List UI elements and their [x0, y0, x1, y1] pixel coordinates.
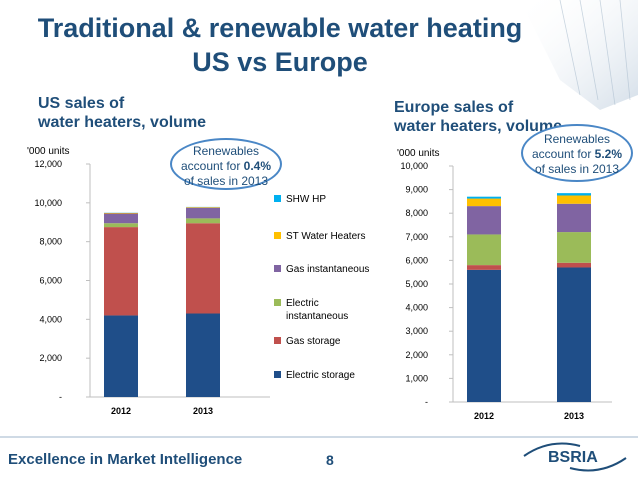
eu-chart-title-line1: Europe sales of [394, 99, 514, 116]
us-bar-segment [104, 315, 138, 397]
footer-tagline: Excellence in Market Intelligence [8, 451, 243, 468]
us-chart-title: US sales of water heaters, volume [38, 94, 206, 132]
us-callout-line1: Renewables [192, 144, 260, 158]
legend-label: Gas instantaneous [286, 264, 369, 275]
eu-callout-percent: 5.2% [594, 147, 623, 161]
eu-bar-segment [557, 267, 591, 402]
eu-bar-segment [557, 193, 591, 196]
bsria-logo: BSRIA [523, 442, 627, 472]
us-y-tick-label: 6,000 [39, 276, 62, 286]
legend-swatch [274, 371, 281, 378]
eu-renewables-callout: Renewables account for 5.2% of sales in … [521, 124, 633, 182]
us-y-tick-label: 10,000 [34, 198, 62, 208]
eu-bar-segment [467, 234, 501, 266]
us-y-tick-label: - [59, 392, 62, 402]
eu-y-tick-label: 5,000 [405, 279, 428, 289]
eu-y-tick-label: 4,000 [405, 303, 428, 313]
us-chart-title-line1: US sales of [38, 95, 125, 112]
us-renewables-callout: Renewables account for 0.4% of sales in … [170, 138, 282, 190]
legend-swatch [274, 232, 281, 239]
eu-bar-segment [557, 262, 591, 268]
eu-x-tick-label: 2013 [564, 411, 584, 421]
eu-callout-line2: account for 5.2% [523, 147, 631, 162]
eu-y-tick-label: 8,000 [405, 208, 428, 218]
legend-label: Electric [286, 298, 319, 309]
eu-chart-title-line2: water heaters, volume [394, 118, 563, 135]
us-bar-segment [186, 218, 220, 224]
eu-bar-segment [467, 196, 501, 199]
eu-y-tick-label: 2,000 [405, 350, 428, 360]
eu-bar-segment [467, 206, 501, 235]
eu-y-tick-label: 10,000 [400, 161, 428, 171]
legend-swatch [274, 265, 281, 272]
us-bar-segment [186, 207, 220, 208]
skyscraper-graphic [520, 0, 638, 110]
us-callout-text: account for [180, 159, 244, 173]
slide-title-line2: US vs Europe [192, 47, 368, 77]
us-callout-percent: 0.4% [243, 159, 272, 173]
us-y-tick-label: 12,000 [34, 159, 62, 169]
eu-y-tick-label: 3,000 [405, 326, 428, 336]
eu-y-tick-label: 6,000 [405, 255, 428, 265]
eu-bar-segment [557, 195, 591, 204]
logo-wordmark: BSRIA [548, 449, 598, 466]
eu-bar-segment [467, 269, 501, 402]
legend-swatch [274, 299, 281, 306]
us-bar-segment [104, 213, 138, 224]
us-chart-title-line2: water heaters, volume [38, 114, 207, 131]
eu-bar-segment [467, 265, 501, 270]
legend-label: Gas storage [286, 336, 341, 347]
us-bar-segment [104, 223, 138, 228]
eu-y-tick-label: 9,000 [405, 185, 428, 195]
legend-label: SHW HP [286, 194, 326, 205]
us-unit-label: '000 units [27, 146, 70, 157]
legend-label: Electric storage [286, 370, 355, 381]
legend-swatch [274, 195, 281, 202]
us-y-tick-label: 4,000 [39, 314, 62, 324]
us-y-tick-label: 8,000 [39, 237, 62, 247]
eu-y-tick-label: - [425, 397, 428, 407]
us-callout-line2: account for 0.4% [172, 159, 280, 174]
eu-unit-label: '000 units [397, 148, 440, 159]
us-bar-segment [104, 212, 138, 214]
eu-bar-segment [557, 232, 591, 263]
legend-swatch [274, 337, 281, 344]
us-bar-segment [186, 313, 220, 397]
us-x-tick-label: 2013 [193, 406, 213, 416]
eu-chart-title: Europe sales of water heaters, volume [394, 98, 562, 136]
slide-title-line1: Traditional & renewable water heating [37, 13, 523, 43]
eu-y-tick-label: 1,000 [405, 373, 428, 383]
eu-bar-segment [557, 203, 591, 233]
us-y-tick-label: 2,000 [39, 353, 62, 363]
legend-label: instantaneous [286, 311, 348, 322]
eu-y-tick-label: 7,000 [405, 232, 428, 242]
eu-callout-text: account for [531, 147, 595, 161]
page-number: 8 [326, 452, 334, 468]
eu-x-tick-label: 2012 [474, 411, 494, 421]
us-bar-segment [186, 223, 220, 314]
us-x-tick-label: 2012 [111, 406, 131, 416]
us-callout-line3: of sales in 2013 [183, 174, 269, 188]
us-bar-segment [186, 207, 220, 219]
eu-bar-segment [467, 198, 501, 207]
legend-label: ST Water Heaters [286, 231, 365, 242]
us-bar-segment [104, 227, 138, 316]
eu-callout-line3: of sales in 2013 [534, 162, 620, 176]
eu-callout-line1: Renewables [543, 132, 611, 146]
